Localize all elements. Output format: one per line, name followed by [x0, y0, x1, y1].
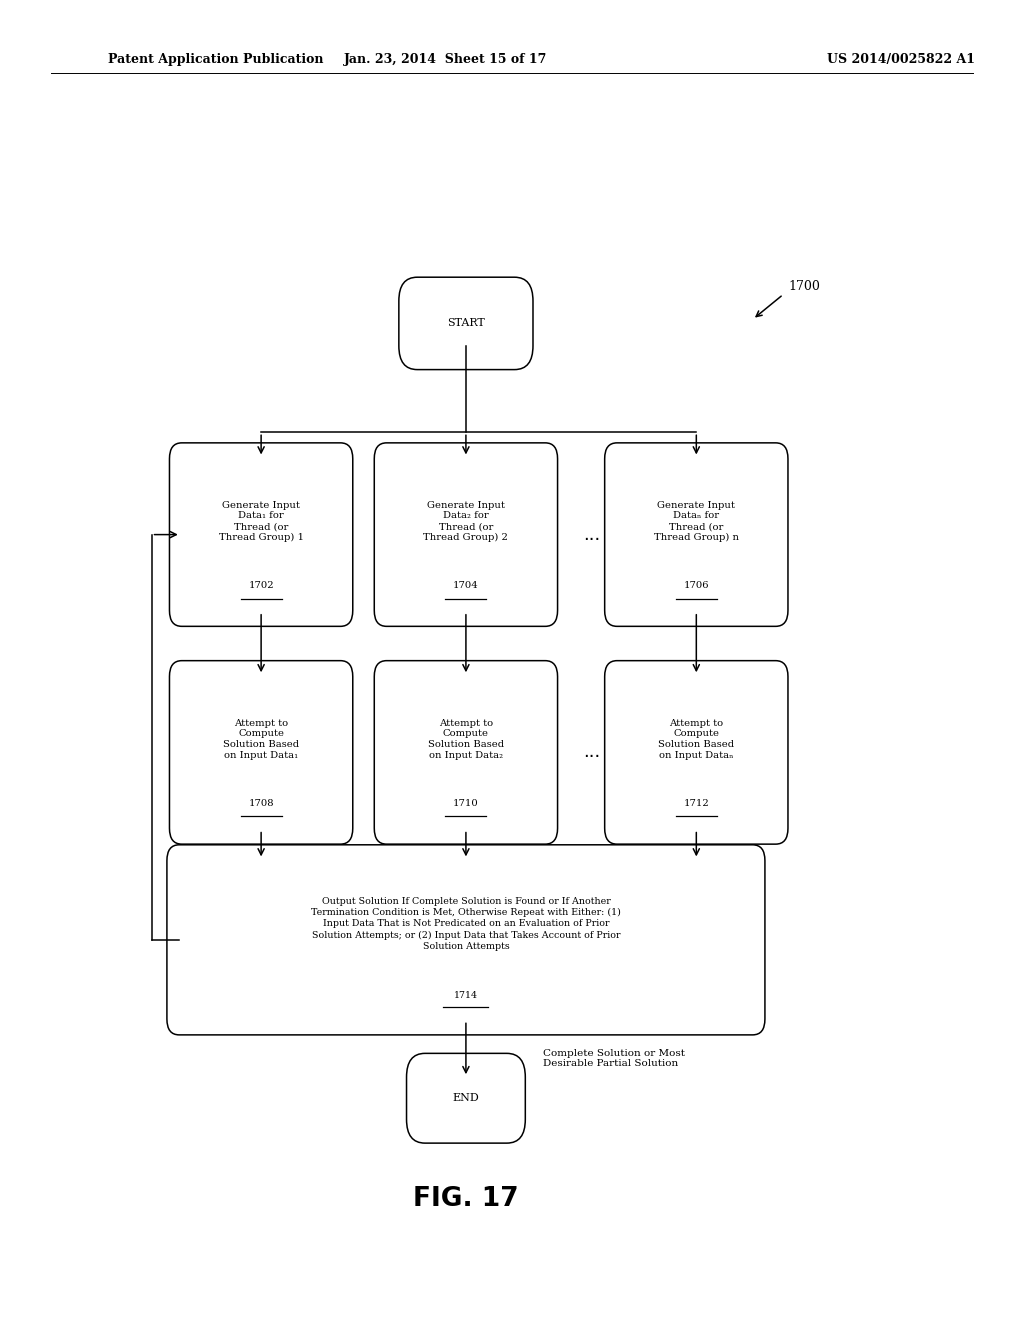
Text: ...: ... — [584, 743, 600, 762]
Text: ...: ... — [584, 525, 600, 544]
Text: FIG. 17: FIG. 17 — [413, 1185, 519, 1212]
Text: Attempt to
Compute
Solution Based
on Input Data₁: Attempt to Compute Solution Based on Inp… — [223, 718, 299, 760]
Text: Jan. 23, 2014  Sheet 15 of 17: Jan. 23, 2014 Sheet 15 of 17 — [344, 53, 547, 66]
FancyBboxPatch shape — [167, 845, 765, 1035]
Text: 1700: 1700 — [788, 280, 820, 293]
FancyBboxPatch shape — [169, 444, 352, 627]
Text: START: START — [447, 318, 484, 329]
Text: 1704: 1704 — [453, 581, 479, 590]
Text: US 2014/0025822 A1: US 2014/0025822 A1 — [827, 53, 975, 66]
FancyBboxPatch shape — [604, 444, 788, 627]
Text: Attempt to
Compute
Solution Based
on Input Dataₙ: Attempt to Compute Solution Based on Inp… — [658, 718, 734, 760]
Text: 1706: 1706 — [684, 581, 709, 590]
Text: 1708: 1708 — [248, 799, 274, 808]
FancyBboxPatch shape — [169, 660, 352, 845]
Text: 1714: 1714 — [454, 991, 478, 999]
Text: Generate Input
Data₁ for
Thread (or
Thread Group) 1: Generate Input Data₁ for Thread (or Thre… — [218, 500, 304, 543]
Text: Generate Input
Dataₙ for
Thread (or
Thread Group) n: Generate Input Dataₙ for Thread (or Thre… — [653, 500, 739, 543]
Text: Attempt to
Compute
Solution Based
on Input Data₂: Attempt to Compute Solution Based on Inp… — [428, 718, 504, 760]
FancyBboxPatch shape — [604, 660, 788, 845]
Text: 1710: 1710 — [453, 799, 479, 808]
FancyBboxPatch shape — [399, 277, 532, 370]
Text: Patent Application Publication: Patent Application Publication — [108, 53, 323, 66]
Text: Complete Solution or Most
Desirable Partial Solution: Complete Solution or Most Desirable Part… — [543, 1049, 685, 1068]
Text: END: END — [453, 1093, 479, 1104]
Text: 1702: 1702 — [248, 581, 274, 590]
Text: Output Solution If Complete Solution is Found or If Another
Termination Conditio: Output Solution If Complete Solution is … — [311, 898, 621, 950]
Text: Generate Input
Data₂ for
Thread (or
Thread Group) 2: Generate Input Data₂ for Thread (or Thre… — [424, 500, 508, 543]
Text: 1712: 1712 — [683, 799, 710, 808]
FancyBboxPatch shape — [375, 444, 557, 627]
FancyBboxPatch shape — [375, 660, 557, 845]
FancyBboxPatch shape — [407, 1053, 525, 1143]
